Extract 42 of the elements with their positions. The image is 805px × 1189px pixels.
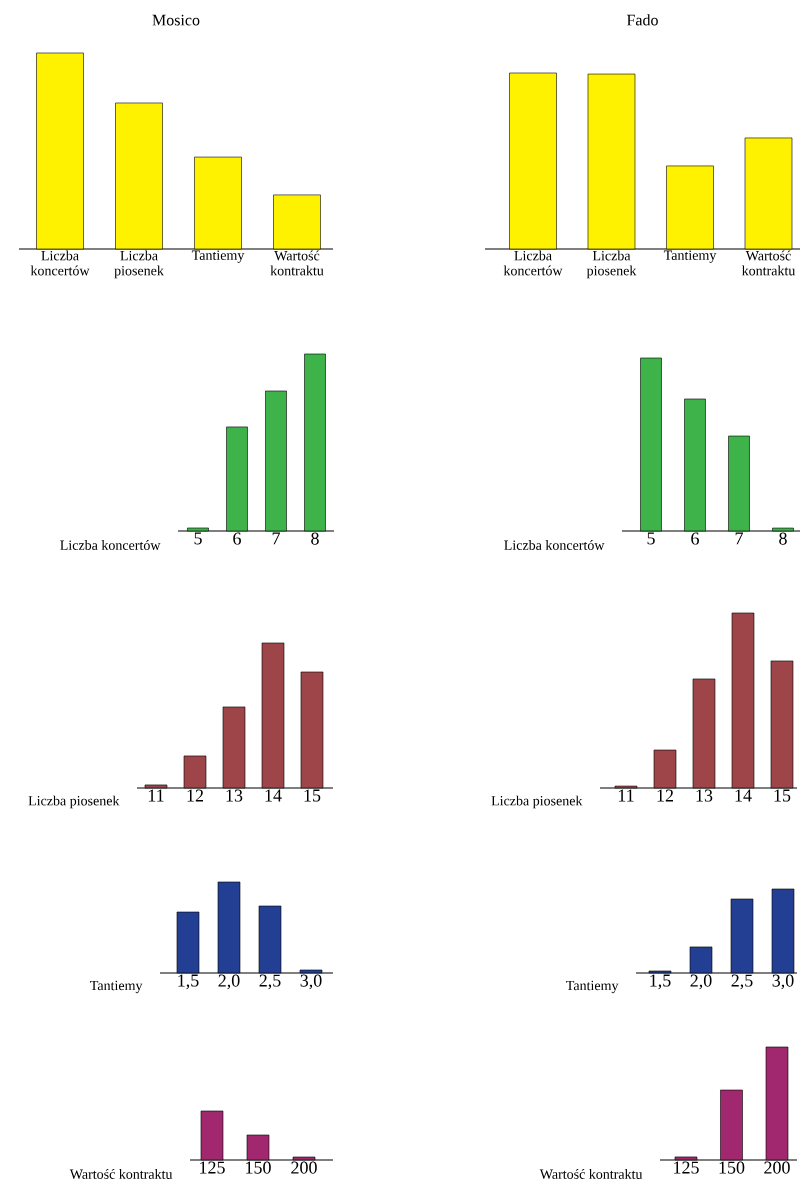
x-tick-label: Wartość kontraktu [270, 250, 324, 276]
x-tick-label: 13 [226, 789, 243, 802]
x-tick-label: Tantiemy [191, 250, 245, 263]
x-tick-label: 2,5 [259, 974, 281, 990]
x-tick-label: 11 [148, 789, 164, 802]
x-tick-label: 5 [647, 532, 655, 545]
x-tick-label: 150 [719, 1161, 745, 1174]
x-tick-label: 8 [779, 532, 787, 545]
x-tick-label: Liczba piosenek [114, 250, 164, 279]
x-tick-label: 8 [311, 532, 319, 545]
x-tick-label: 2,0 [690, 974, 712, 990]
x-tick-label: 3,0 [772, 974, 794, 990]
x-tick-label: 13 [696, 789, 713, 802]
x-tick-label: 2,5 [731, 974, 753, 990]
x-tick-label: Wartość kontraktu [741, 250, 796, 276]
x-tick-label: 14 [735, 789, 752, 802]
x-tick-label: 5 [194, 532, 202, 545]
chart-title: Mosico [152, 14, 200, 26]
x-tick-label: Liczba piosenek [586, 250, 637, 279]
x-tick-label: Liczba koncertów [503, 250, 563, 276]
x-tick-label: 12 [187, 789, 204, 802]
x-tick-label: 125 [200, 1161, 225, 1174]
x-tick-label: 7 [735, 532, 743, 545]
x-tick-label: 2,0 [218, 974, 240, 990]
x-tick-label: 6 [233, 532, 241, 545]
x-tick-label: 7 [272, 532, 280, 545]
x-tick-label: 125 [674, 1161, 699, 1174]
x-tick-label: 15 [774, 789, 791, 802]
x-tick-label: 12 [657, 789, 674, 802]
chart-title: Fado [626, 14, 658, 26]
x-tick-label: 200 [291, 1161, 317, 1174]
x-tick-label: 14 [265, 789, 282, 802]
x-tick-label: Tantiemy [663, 250, 717, 263]
x-tick-label: 11 [618, 789, 634, 802]
x-tick-label: 6 [691, 532, 699, 545]
x-tick-label: 1,5 [178, 974, 199, 990]
x-tick-label: 3,0 [300, 974, 322, 990]
x-tick-label: 150 [246, 1161, 271, 1174]
x-tick-label: Liczba koncertów [30, 250, 90, 276]
x-tick-label: 1,5 [650, 974, 671, 990]
x-tick-label: 200 [764, 1161, 790, 1174]
x-tick-label: 15 [304, 789, 321, 802]
